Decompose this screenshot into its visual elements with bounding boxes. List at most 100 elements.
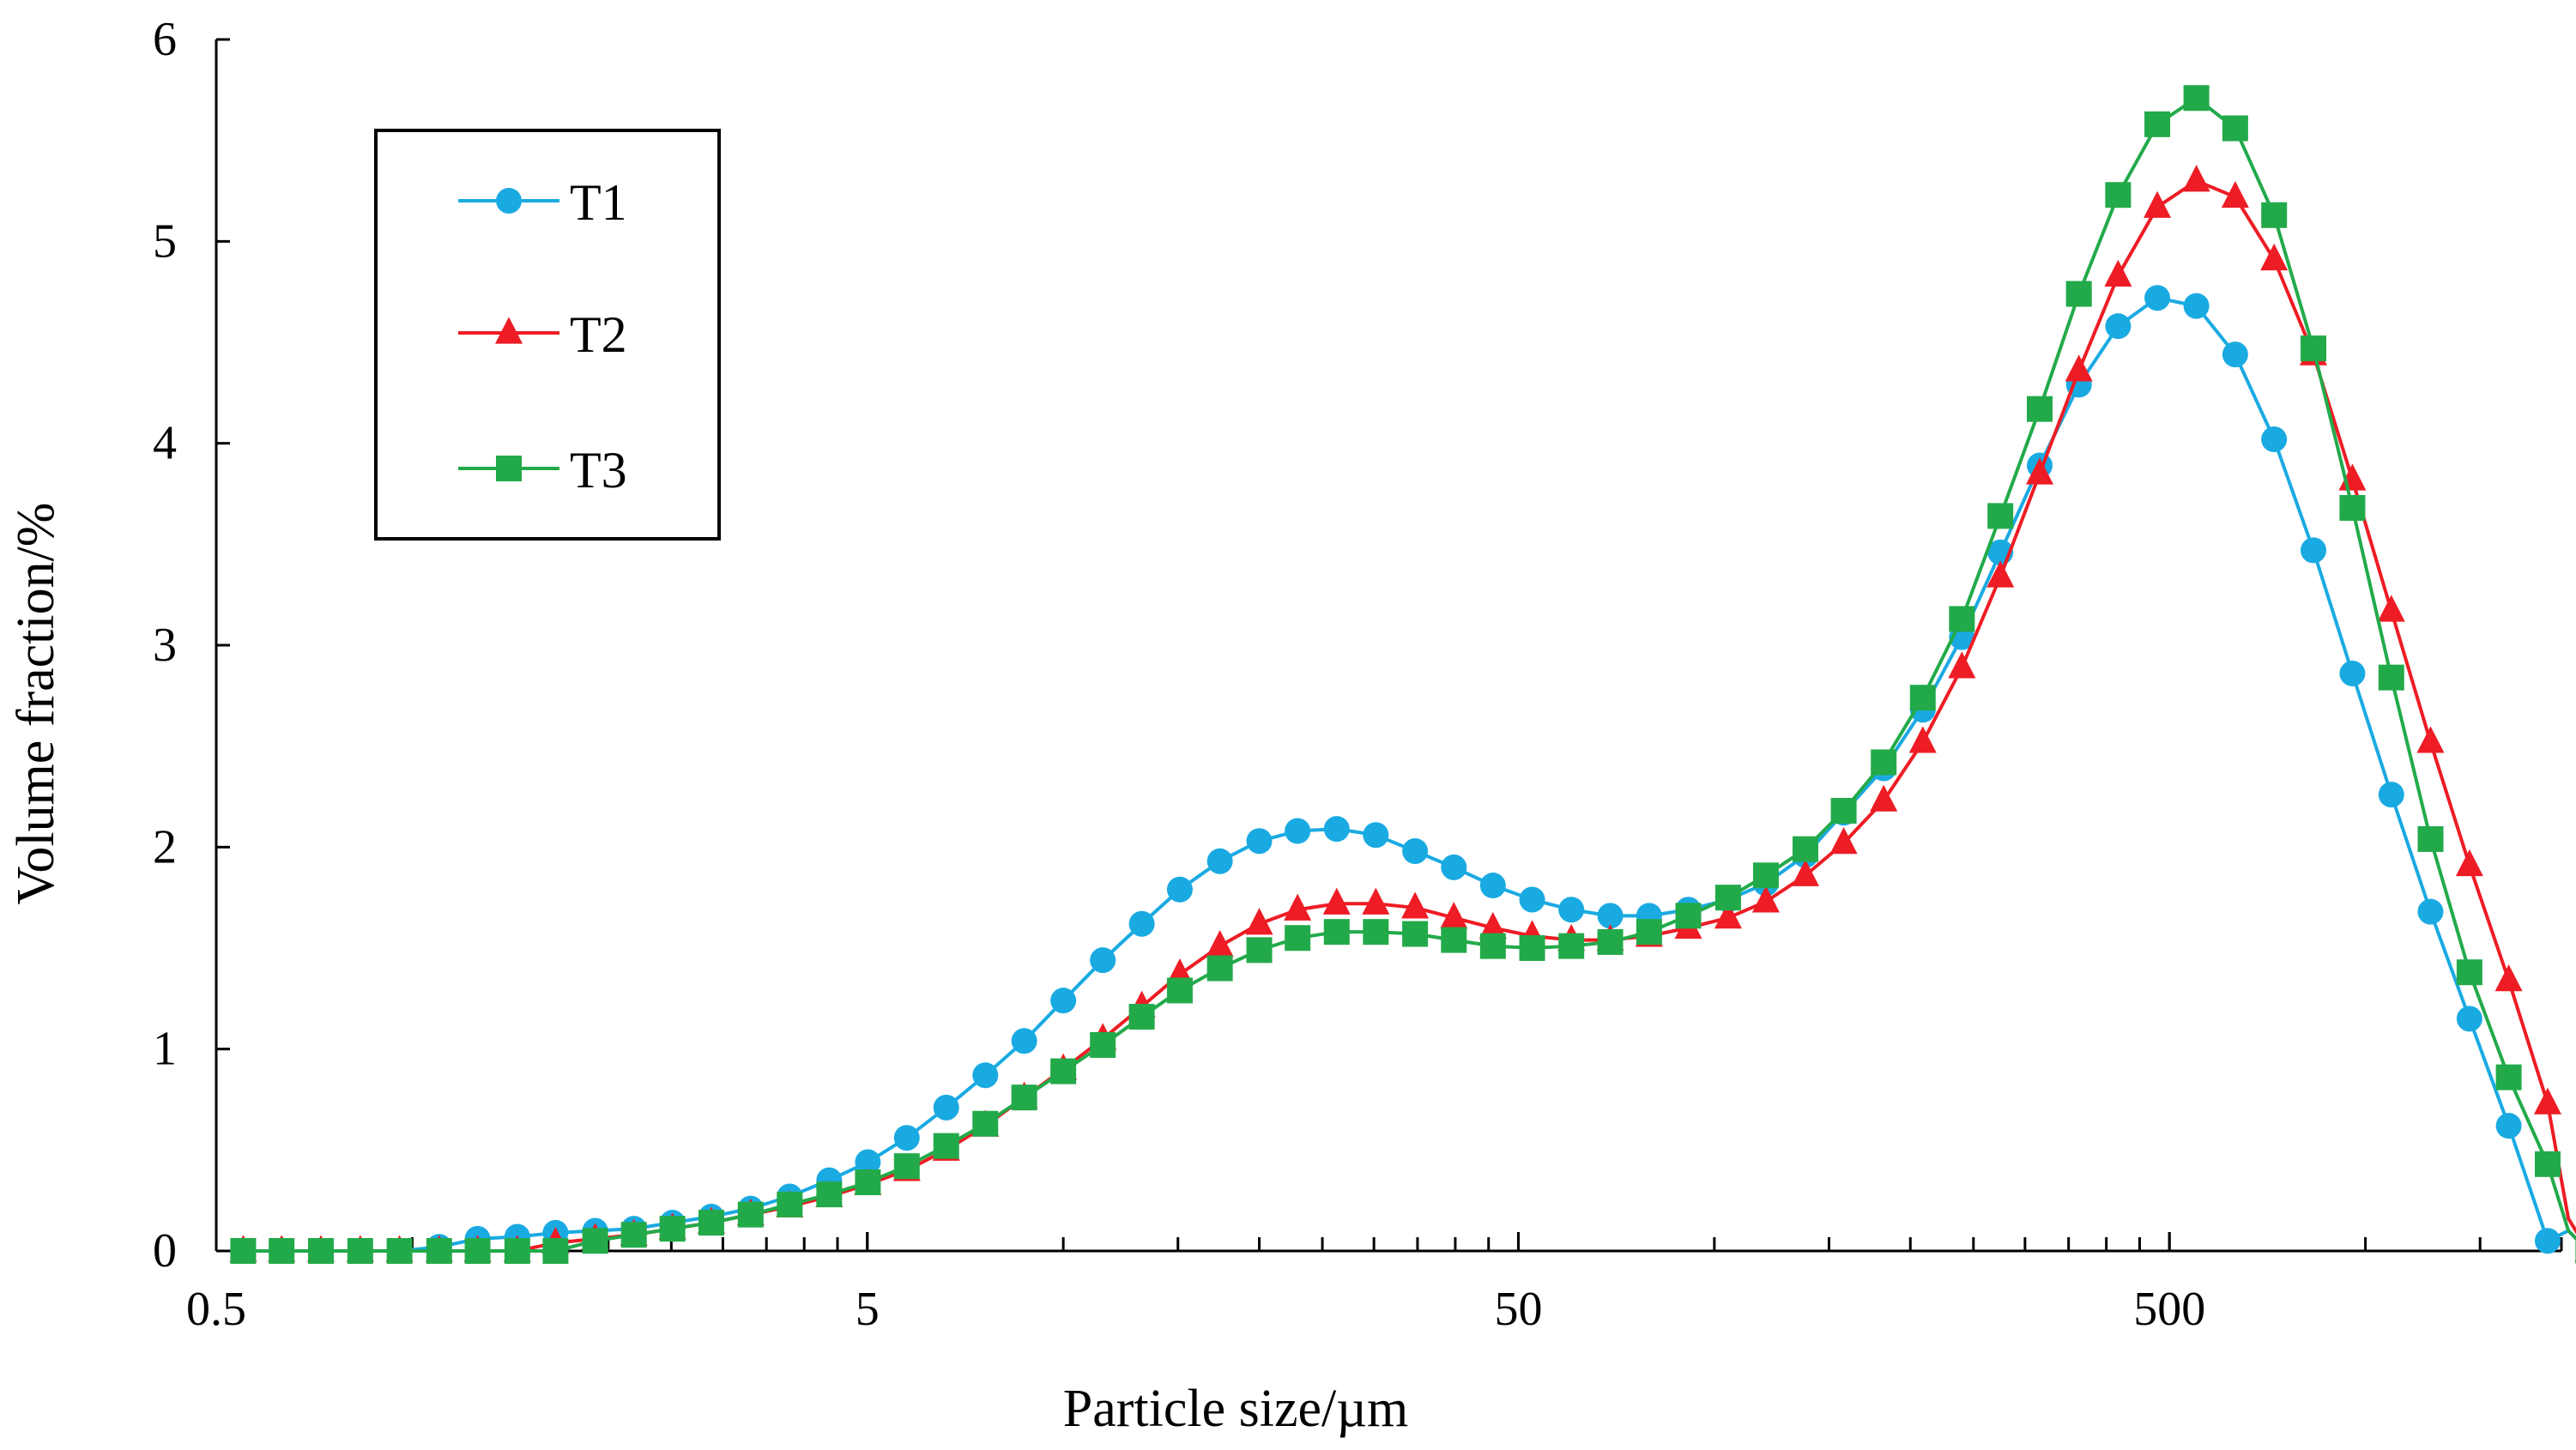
data-point-t1: [893, 1125, 920, 1151]
data-point-t3: [1285, 925, 1311, 952]
x-tick-label: 5: [856, 1283, 880, 1336]
data-point-t3: [933, 1133, 959, 1159]
legend-marker-t3: [496, 456, 522, 481]
data-point-t2: [2065, 354, 2093, 382]
data-point-t2: [1751, 885, 1780, 913]
data-point-t2: [2377, 595, 2405, 622]
data-point-t2: [2182, 165, 2210, 192]
data-point-t2: [2144, 190, 2172, 218]
y-axis-title: Volume fraction/%: [7, 503, 65, 905]
data-point-t2: [2104, 259, 2132, 287]
data-point-t1: [2222, 341, 2248, 368]
data-point-t1: [1128, 910, 1155, 937]
data-point-t2: [1440, 902, 1468, 929]
data-point-t1: [933, 1094, 959, 1121]
data-point-t3: [2183, 85, 2210, 112]
data-point-t3: [2261, 202, 2288, 228]
data-point-t3: [386, 1238, 413, 1264]
data-point-t1: [1363, 822, 1389, 849]
series-layer: [229, 85, 2576, 1264]
y-tick-label: 3: [153, 619, 177, 672]
data-point-t3: [1714, 885, 1741, 911]
data-point-t3: [2417, 825, 2444, 852]
data-point-t3: [1519, 935, 1545, 961]
data-point-t1: [1479, 873, 1506, 899]
data-point-t3: [2378, 664, 2404, 691]
data-point-t3: [2222, 115, 2248, 142]
data-point-t3: [1090, 1031, 1116, 1058]
data-point-t3: [659, 1216, 686, 1242]
data-point-t1: [2378, 782, 2404, 808]
data-point-t1: [1246, 828, 1273, 855]
legend-label: T1: [570, 174, 627, 231]
data-point-t1: [2417, 898, 2444, 925]
data-point-t3: [1128, 1004, 1155, 1030]
data-point-t1: [2183, 293, 2210, 319]
data-point-t1: [855, 1149, 881, 1175]
data-point-t2: [1401, 891, 1430, 919]
data-point-t1: [1166, 876, 1193, 903]
y-tick-label: 6: [153, 13, 177, 66]
data-point-t3: [1246, 937, 1273, 964]
data-point-t2: [1362, 887, 1390, 915]
y-tick-label: 0: [153, 1224, 177, 1278]
data-point-t3: [737, 1201, 764, 1228]
data-point-t3: [1987, 503, 2014, 529]
data-point-t2: [2533, 1087, 2561, 1115]
data-point-t2: [1948, 651, 1976, 679]
data-point-t1: [1011, 1028, 1037, 1054]
data-point-t3: [504, 1238, 530, 1264]
legend-entry-t3: T3: [458, 442, 627, 498]
data-point-t2: [1791, 859, 1819, 886]
legend-marker-t1: [496, 188, 522, 214]
y-tick-label: 2: [153, 820, 177, 873]
data-point-t2: [1206, 930, 1234, 958]
x-axis-title: Particle size/µm: [1063, 1380, 1408, 1438]
data-point-t2: [1908, 726, 1937, 753]
data-point-t3: [1597, 928, 1624, 955]
legend-label: T2: [570, 306, 627, 363]
data-point-t3: [1402, 921, 1429, 947]
data-point-t3: [426, 1238, 452, 1264]
data-point-t3: [1206, 955, 1233, 982]
data-point-t2: [1829, 827, 1858, 855]
data-point-t3: [2534, 1151, 2561, 1177]
data-point-t2: [1870, 784, 1898, 812]
data-point-t3: [542, 1238, 569, 1264]
legend-entry-t1: T1: [458, 174, 627, 231]
legend-entry-t2: T2: [458, 306, 627, 363]
data-point-t1: [1050, 988, 1077, 1014]
data-point-t3: [464, 1238, 491, 1264]
data-point-t1: [2144, 285, 2171, 311]
data-point-t1: [1323, 816, 1350, 843]
data-point-t3: [855, 1169, 881, 1195]
data-point-t3: [698, 1210, 724, 1236]
data-point-t2: [2494, 964, 2523, 992]
data-point-t3: [1441, 927, 1467, 953]
data-point-t3: [582, 1228, 608, 1254]
data-point-t3: [816, 1181, 843, 1208]
data-point-t2: [2455, 849, 2483, 877]
data-point-t3: [2456, 959, 2482, 986]
data-point-t1: [2300, 537, 2326, 564]
data-point-t3: [1166, 977, 1193, 1004]
data-point-t3: [1363, 919, 1389, 946]
data-point-t1: [1090, 947, 1116, 974]
data-point-t3: [230, 1238, 257, 1264]
data-point-t3: [972, 1110, 999, 1137]
data-point-t1: [1285, 818, 1311, 844]
data-point-t3: [2065, 281, 2092, 307]
data-point-t3: [893, 1153, 920, 1180]
data-point-t3: [2026, 396, 2053, 422]
data-point-t3: [1558, 933, 1585, 959]
data-point-t1: [1597, 903, 1624, 929]
data-point-t3: [1636, 919, 1662, 946]
y-tick-label: 1: [153, 1023, 177, 1076]
data-point-t2: [2260, 243, 2289, 271]
data-point-t3: [307, 1238, 334, 1264]
data-point-t1: [1206, 848, 1233, 874]
data-point-t3: [2300, 335, 2326, 362]
data-point-t3: [2144, 111, 2171, 137]
data-point-t3: [1323, 919, 1350, 946]
data-point-t3: [1792, 836, 1818, 862]
